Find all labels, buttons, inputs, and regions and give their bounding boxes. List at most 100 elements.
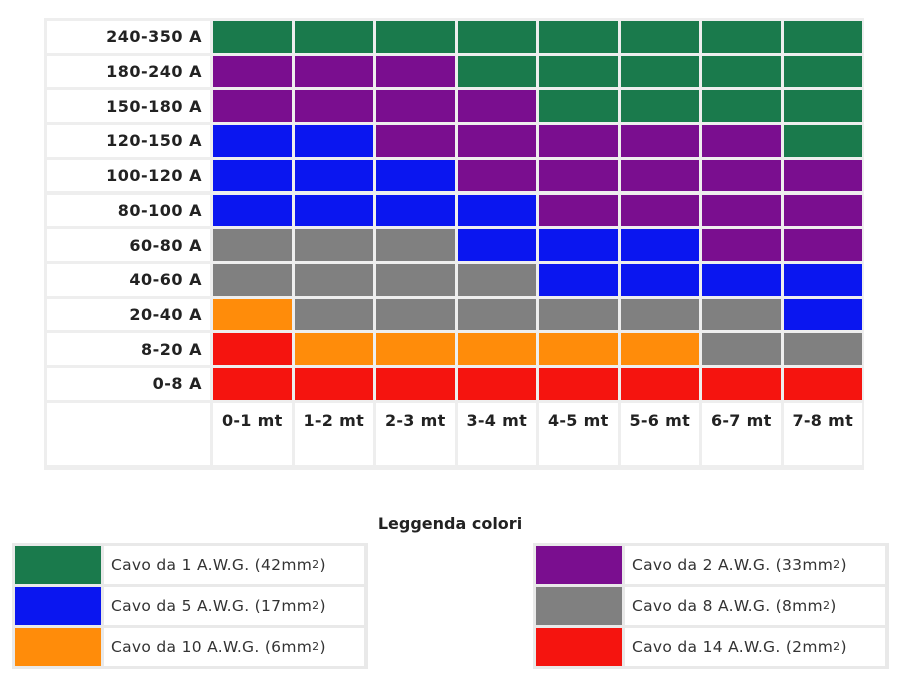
grid-cell (620, 55, 699, 88)
legend-label: Cavo da 5 A.W.G. (17mm 2) (104, 587, 364, 625)
grid-cell (539, 194, 618, 227)
grid-cell (783, 194, 862, 227)
grid-cell (620, 229, 699, 261)
grid-cell (213, 125, 292, 157)
grid-cell (294, 298, 373, 331)
grid-cell (376, 298, 455, 331)
grid-cell (294, 125, 373, 157)
grid-cell (213, 368, 292, 400)
grid-cell (783, 159, 862, 192)
legend-label: Cavo da 2 A.W.G. (33mm 2) (625, 546, 885, 584)
grid-cell (783, 333, 862, 365)
grid-cell (457, 90, 536, 123)
row-label: 180-240 A (47, 55, 210, 88)
grid-cell (457, 194, 536, 227)
grid-cell (783, 263, 862, 296)
grid-cell (620, 298, 699, 331)
grid-cell (457, 159, 536, 192)
grid-cell (539, 298, 618, 331)
grid-cell (783, 368, 862, 400)
grid-cell (376, 125, 455, 157)
grid-cell (620, 125, 699, 157)
grid-cell (539, 90, 618, 123)
grid-cell (457, 333, 536, 365)
grid-cell (702, 21, 781, 53)
grid-cell (294, 368, 373, 400)
grid-cell (294, 159, 373, 192)
legend-label: Cavo da 8 A.W.G. (8mm 2) (625, 587, 885, 625)
grid-cell (376, 90, 455, 123)
legend-swatch (15, 628, 101, 666)
column-label: 7-8 mt (783, 402, 862, 465)
grid-cell (457, 125, 536, 157)
grid-cell (213, 55, 292, 88)
grid-cell (294, 229, 373, 261)
grid-cell (376, 333, 455, 365)
grid-cell (376, 229, 455, 261)
grid-cell (783, 125, 862, 157)
legend-swatch (15, 546, 101, 584)
column-label: 3-4 mt (457, 402, 536, 465)
grid-cell (213, 333, 292, 365)
legend-label: Cavo da 14 A.W.G. (2mm 2) (625, 628, 885, 666)
grid-cell (376, 159, 455, 192)
grid-cell (702, 90, 781, 123)
grid-cell (213, 21, 292, 53)
grid-cell (457, 368, 536, 400)
grid-cell (294, 333, 373, 365)
row-label: 240-350 A (47, 21, 210, 53)
legend-swatch (536, 628, 622, 666)
grid-cell (702, 229, 781, 261)
grid-cell (539, 55, 618, 88)
grid-cell (702, 55, 781, 88)
row-label: 40-60 A (47, 263, 210, 296)
grid-cell (294, 194, 373, 227)
grid-cell (702, 194, 781, 227)
column-label: 1-2 mt (294, 402, 373, 465)
grid-cell (457, 263, 536, 296)
grid-cell (213, 298, 292, 331)
grid-cell (376, 368, 455, 400)
grid-cell (539, 159, 618, 192)
grid-cell (783, 229, 862, 261)
grid-cell (783, 90, 862, 123)
legend-title: Leggenda colori (377, 514, 523, 533)
grid-cell (457, 55, 536, 88)
grid-cell (539, 21, 618, 53)
grid-cell (294, 90, 373, 123)
grid-cell (539, 368, 618, 400)
grid-cell (539, 125, 618, 157)
grid-cell (783, 55, 862, 88)
grid-cell (620, 368, 699, 400)
row-label: 20-40 A (47, 298, 210, 331)
legend-label: Cavo da 10 A.W.G. (6mm 2) (104, 628, 364, 666)
grid-cell (702, 159, 781, 192)
legend-swatch (536, 587, 622, 625)
row-label: 60-80 A (47, 229, 210, 261)
grid-cell (702, 125, 781, 157)
grid-cell (620, 21, 699, 53)
legend-right-group: Cavo da 2 A.W.G. (33mm 2) Cavo da 8 A.W.G.… (533, 543, 889, 669)
grid-cell (294, 55, 373, 88)
row-label: 100-120 A (47, 159, 210, 192)
grid-cell (702, 298, 781, 331)
grid-cell (213, 159, 292, 192)
grid-cell (620, 333, 699, 365)
grid-cell (620, 263, 699, 296)
row-label: 0-8 A (47, 368, 210, 400)
grid-cell (539, 263, 618, 296)
grid-cell (376, 194, 455, 227)
grid-cell (457, 298, 536, 331)
grid-cell (213, 90, 292, 123)
grid-cell (376, 55, 455, 88)
column-label: 5-6 mt (620, 402, 699, 465)
legend-swatch (536, 546, 622, 584)
column-label: 0-1 mt (213, 402, 292, 465)
grid-cell (783, 298, 862, 331)
grid-cell (457, 229, 536, 261)
grid-cell (783, 21, 862, 53)
grid-cell (213, 229, 292, 261)
grid-cell (539, 333, 618, 365)
cable-size-grid: 240-350 A 180-240 A 150-180 A 120-150 A 100-… (44, 18, 864, 470)
grid-cell (620, 194, 699, 227)
